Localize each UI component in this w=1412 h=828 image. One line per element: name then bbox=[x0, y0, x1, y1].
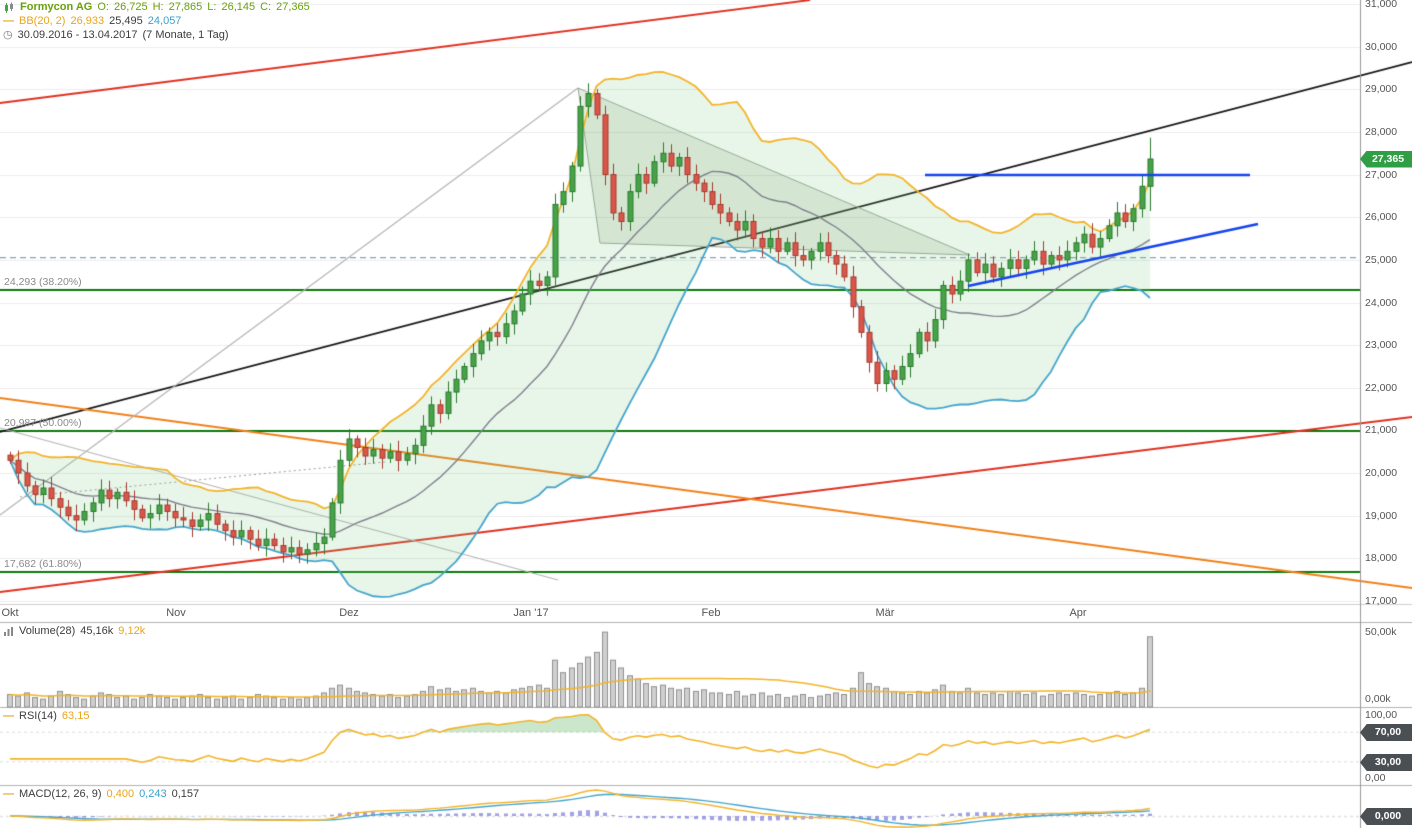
bollinger-legend-row[interactable]: — BB(20, 2) 26,933 25,495 24,057 bbox=[3, 15, 181, 28]
rsi-line-icon: — bbox=[3, 710, 14, 722]
close-value: 27,365 bbox=[276, 1, 310, 13]
volume-axis-top-label: 50,00k bbox=[1365, 626, 1397, 638]
month-label: Dez bbox=[339, 607, 359, 619]
macd-zero-badge: 0,000 bbox=[1360, 808, 1412, 825]
rsi-value: 63,15 bbox=[61, 710, 90, 722]
price-axis-label: 31,000 bbox=[1365, 0, 1398, 10]
price-axis-label: 27,000 bbox=[1365, 168, 1398, 181]
price-axis-label: 21,000 bbox=[1365, 424, 1398, 437]
volume-label: Volume(28) bbox=[19, 625, 76, 637]
rsi-axis-100-label: 100,00 bbox=[1365, 709, 1398, 721]
rsi-axis-0-label: 0,00 bbox=[1365, 772, 1386, 784]
price-axis-label: 24,000 bbox=[1365, 296, 1398, 309]
last-price-badge: 27,365 bbox=[1360, 150, 1412, 168]
rsi-30-badge: 30,00 bbox=[1360, 754, 1412, 771]
price-axis-label: 28,000 bbox=[1365, 125, 1398, 138]
rsi-legend-row[interactable]: — RSI(14) 63,15 bbox=[3, 710, 89, 723]
open-label: O: bbox=[97, 1, 109, 13]
macd-signal-value: 0,243 bbox=[139, 788, 167, 800]
bb-line-icon: — bbox=[3, 15, 14, 27]
price-axis-label: 26,000 bbox=[1365, 211, 1398, 224]
volume-ma-value: 9,12k bbox=[118, 625, 146, 637]
price-axis-label: 25,000 bbox=[1365, 253, 1398, 266]
date-duration: (7 Monate, 1 Tag) bbox=[142, 29, 229, 41]
volume-axis-bottom-label: 0,00k bbox=[1365, 693, 1391, 705]
price-axis-label: 18,000 bbox=[1365, 552, 1398, 565]
fib-level-label: 20,987 (50.00%) bbox=[4, 416, 82, 429]
volume-value: 45,16k bbox=[80, 625, 114, 637]
volume-legend-row[interactable]: Volume(28) 45,16k 9,12k bbox=[3, 625, 145, 638]
rsi-label: RSI(14) bbox=[19, 710, 57, 722]
candlestick-chart-icon bbox=[3, 2, 15, 14]
high-label: H: bbox=[152, 1, 164, 13]
instrument-name: Formycon AG bbox=[20, 1, 93, 13]
volume-bars-icon bbox=[3, 626, 14, 637]
fib-level-label: 24,293 (38.20%) bbox=[4, 276, 82, 288]
bb-lower-value: 24,057 bbox=[147, 15, 182, 27]
macd-hist-value: 0,157 bbox=[171, 788, 200, 800]
close-label: C: bbox=[260, 1, 272, 13]
instrument-legend-row[interactable]: Formycon AG O: 26,725 H: 27,865 L: 26,14… bbox=[3, 1, 310, 14]
low-label: L: bbox=[207, 1, 217, 13]
month-label: Feb bbox=[701, 607, 721, 619]
price-axis-label: 19,000 bbox=[1365, 509, 1398, 522]
clock-icon: ◷ bbox=[3, 29, 13, 41]
macd-line-icon: — bbox=[3, 788, 14, 800]
bb-upper-value: 26,933 bbox=[70, 15, 105, 27]
macd-legend-row[interactable]: — MACD(12, 26, 9) 0,400 0,243 0,157 bbox=[3, 788, 199, 801]
open-value: 26,725 bbox=[113, 1, 148, 13]
price-axis-label: 22,000 bbox=[1365, 381, 1398, 394]
date-range-row[interactable]: ◷ 30.09.2016 - 13.04.2017 (7 Monate, 1 T… bbox=[3, 29, 229, 42]
bb-label: BB(20, 2) bbox=[19, 15, 66, 27]
date-range: 30.09.2016 - 13.04.2017 bbox=[17, 29, 138, 41]
fib-level-label: 17,682 (61.80%) bbox=[4, 557, 82, 570]
macd-value: 0,400 bbox=[106, 788, 135, 800]
rsi-70-badge: 70,00 bbox=[1360, 724, 1412, 741]
price-axis-label: 20,000 bbox=[1365, 467, 1398, 480]
high-value: 27,865 bbox=[168, 1, 203, 13]
price-axis-label: 17,000 bbox=[1365, 595, 1398, 607]
price-axis-label: 23,000 bbox=[1365, 339, 1398, 352]
low-value: 26,145 bbox=[221, 1, 256, 13]
month-label: Nov bbox=[166, 607, 186, 619]
month-label: Apr bbox=[1069, 607, 1087, 619]
price-axis-label: 29,000 bbox=[1365, 83, 1398, 96]
month-label: Okt bbox=[1, 607, 19, 619]
macd-label: MACD(12, 26, 9) bbox=[19, 788, 102, 800]
price-axis-label: 30,000 bbox=[1365, 40, 1398, 53]
bb-middle-value: 25,495 bbox=[109, 15, 143, 27]
month-label: Mär bbox=[875, 607, 895, 619]
month-label: Jan '17 bbox=[513, 607, 549, 619]
